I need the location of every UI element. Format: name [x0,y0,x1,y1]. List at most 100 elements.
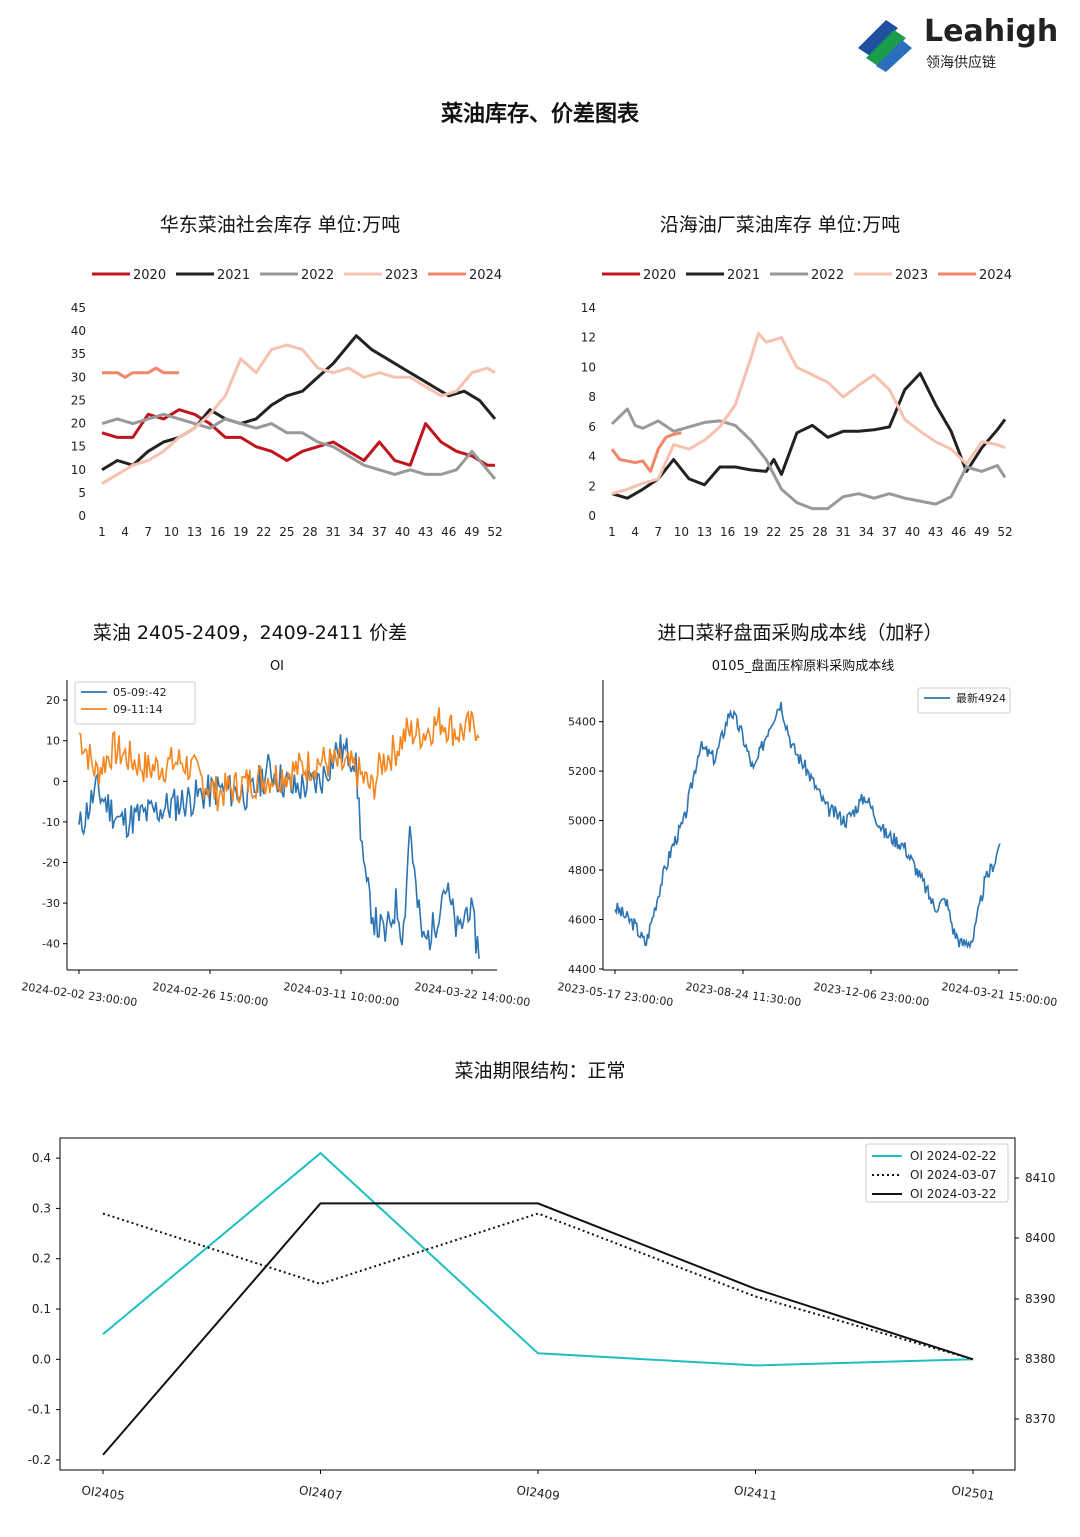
logo-mark-icon [858,20,912,72]
y-tick-label: 15 [71,440,86,454]
x-tick-label: 1 [608,525,616,539]
y-tick-label: 0.4 [32,1151,51,1165]
y2-tick-label: 8370 [1025,1412,1056,1426]
chart-title-coastal-stock: 沿海油厂菜油库存 单位:万吨 [659,214,901,236]
x-tick-label: 25 [789,525,804,539]
y-tick-label: 12 [581,331,596,345]
x-tick-label: 34 [349,525,364,539]
y-tick-label: 0 [53,775,60,788]
x-tick-label: OI2409 [516,1483,561,1503]
x-tick-label: 49 [464,525,479,539]
series-line-最新4924 [614,701,1001,950]
series-line-OI 2024-02-22 [102,1151,974,1367]
y-tick-label: 0.0 [32,1352,51,1366]
y-tick-label: 30 [71,370,86,384]
x-tick-label: 43 [418,525,433,539]
series-line-05-09:-42 [78,734,480,959]
y-tick-label: 8 [588,390,596,404]
x-tick-label: 34 [859,525,874,539]
series-line-2020 [101,408,495,467]
chart-spread: OI 20 10 0 -10 -20 -30 -40 2024-02-02 23:00:00 20… [21,659,532,1009]
y-tick-label: 5200 [568,765,596,778]
legend-label-2023: 2023 [895,268,928,283]
y-tick-label: 0.3 [32,1201,51,1215]
chart-subtitle: OI [270,659,284,674]
x-tick-label: 2024-03-21 15:00:00 [941,980,1059,1009]
series-line-2024 [102,366,180,379]
x-tick-label: 2023-08-24 11:30:00 [685,980,803,1009]
x-tick-label: 31 [836,525,851,539]
y-tick-label: 4800 [568,864,596,877]
y-tick-label: 40 [71,324,86,338]
y-tick-label: -30 [42,897,60,910]
y-tick-label: 5000 [568,815,596,828]
x-tick-label: 10 [674,525,689,539]
x-tick-label: 19 [233,525,248,539]
y-tick-label: 10 [71,463,86,477]
x-tick-label: 10 [164,525,179,539]
series-line-09-11:14 [78,707,480,812]
series-line-OI 2024-03-07 [102,1212,974,1361]
x-tick-label: 52 [997,525,1012,539]
legend-label-2021: 2021 [727,268,760,283]
legend-label-最新4924: 最新4924 [956,691,1006,705]
x-tick-label: 1 [98,525,106,539]
x-tick-label: 16 [720,525,735,539]
legend-label-05-09:-42: 05-09:-42 [113,686,167,699]
x-tick-label: 2024-03-22 14:00:00 [414,980,532,1009]
legend-label-2024: 2024 [469,268,502,283]
x-tick-label: 40 [905,525,920,539]
legend-label: OI 2024-03-22 [910,1187,997,1201]
y-tick-label: 0 [78,509,86,523]
y-tick-label: 0.2 [32,1252,51,1266]
x-tick-label: OI2411 [733,1483,778,1503]
legend-box [917,687,1011,714]
x-tick-label: 2024-02-26 15:00:00 [152,980,270,1009]
y-tick-label: -0.2 [28,1453,51,1467]
x-tick-label: 37 [882,525,897,539]
x-tick-label: 2024-02-02 23:00:00 [21,980,139,1009]
series-line-2024 [610,431,682,473]
x-tick-label: 2024-03-11 10:00:00 [283,980,401,1009]
x-tick-label: 2023-05-17 23:00:00 [557,980,675,1009]
logo-name-cn: 领海供应链 [926,55,996,71]
y-tick-label: 14 [581,301,596,315]
legend-label-2023: 2023 [385,268,418,283]
y2-tick-label: 8390 [1025,1292,1056,1306]
series-line-2021 [611,371,1007,500]
y2-tick-label: 8400 [1025,1231,1056,1245]
y-tick-label: 45 [71,301,86,315]
chart-title-spread: 菜油 2405-2409，2409-2411 价差 [92,622,408,644]
x-tick-label: 25 [279,525,294,539]
legend-label-2022: 2022 [301,268,334,283]
y-tick-label: 4 [588,450,596,464]
y-tick-label: 6 [588,420,596,434]
x-tick-label: 43 [928,525,943,539]
x-tick-label: 16 [210,525,225,539]
x-tick-label: 37 [372,525,387,539]
y-tick-label: 2 [588,479,596,493]
chart-title-term-structure: 菜油期限结构：正常 [454,1060,626,1082]
x-tick-label: OI2405 [81,1483,126,1503]
x-tick-label: 49 [974,525,989,539]
legend-label-2024: 2024 [979,268,1012,283]
page-title: 菜油库存、价差图表 [440,102,639,127]
x-tick-label: 52 [487,525,502,539]
y-tick-label: -10 [42,816,60,829]
legend-label: OI 2024-02-22 [910,1149,997,1163]
y-tick-label: -40 [42,938,60,951]
y-tick-label: 20 [46,694,60,707]
series-line-2022 [101,412,497,480]
y-tick-label: 35 [71,347,86,361]
x-tick-label: OI2501 [951,1483,996,1503]
chart-term-structure: 0.4 0.3 0.2 0.1 0.0 -0.1 -0.2 8410 8400 8390 8380 8… [28,1137,1056,1503]
x-tick-label: 19 [743,525,758,539]
legend-label-2020: 2020 [643,268,676,283]
x-tick-label: 13 [187,525,202,539]
y-tick-label: 4400 [568,963,596,976]
x-tick-label: 4 [631,525,639,539]
x-tick-label: 28 [812,525,827,539]
y-tick-label: 20 [71,417,86,431]
x-tick-label: OI2407 [298,1483,343,1503]
logo-name-en: Leahigh [924,14,1059,49]
